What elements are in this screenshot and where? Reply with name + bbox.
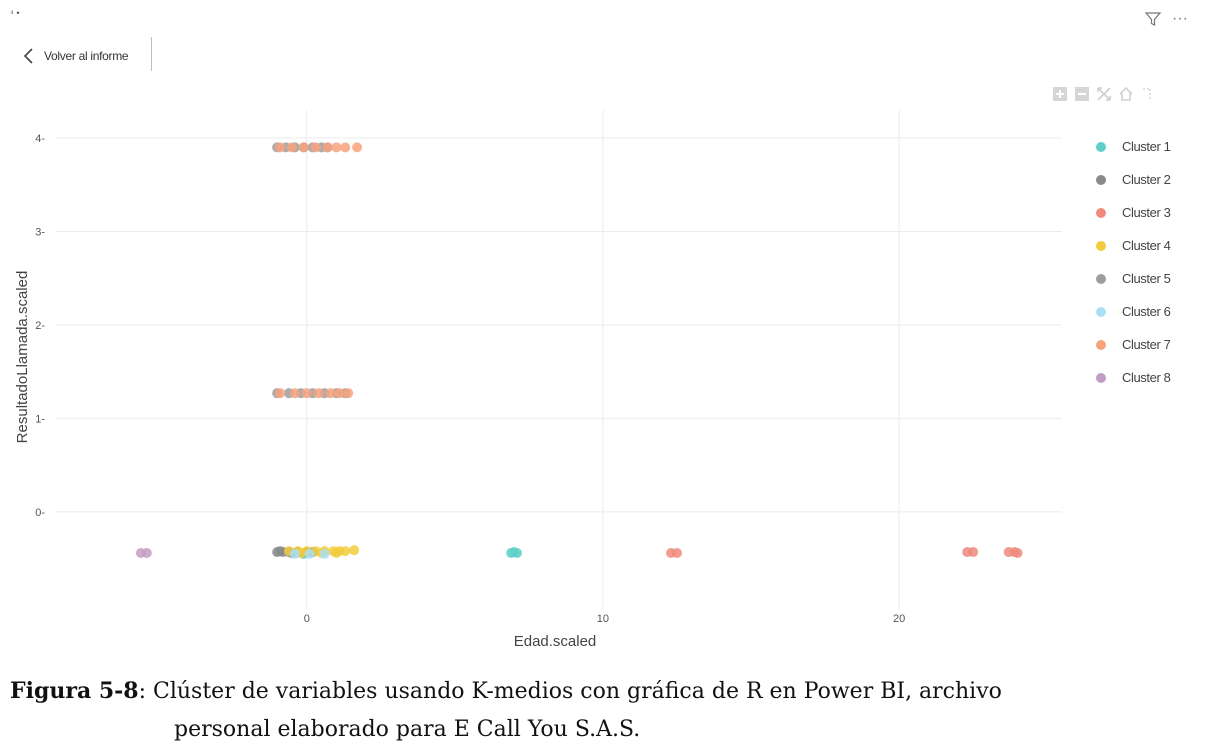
- y-tick-label-2: 2-: [35, 320, 45, 332]
- legend-swatch: [1096, 372, 1106, 383]
- series-cluster-5: [272, 142, 351, 399]
- point-cluster-6-1[interactable]: [304, 548, 315, 559]
- point-cluster-4-8[interactable]: [349, 545, 360, 556]
- gridlines: [55, 110, 1062, 610]
- legend-item-cluster-4[interactable]: Cluster 4: [1096, 229, 1171, 262]
- y-tick-label-1: 1-: [35, 413, 45, 425]
- legend-label: Cluster 3: [1122, 205, 1171, 220]
- zoom-out-icon[interactable]: [1074, 86, 1090, 102]
- chart-legend: Cluster 1 Cluster 2 Cluster 3 Cluster 4 Clus…: [1096, 130, 1171, 394]
- legend-item-cluster-5[interactable]: Cluster 5: [1096, 262, 1171, 295]
- point-cluster-7-4[interactable]: [322, 142, 333, 153]
- point-cluster-7-6[interactable]: [340, 142, 351, 153]
- point-cluster-6-0[interactable]: [289, 548, 300, 559]
- point-cluster-7-7[interactable]: [352, 142, 363, 153]
- point-cluster-2-6[interactable]: [275, 546, 286, 557]
- y-tick-label-4: 4-: [35, 133, 45, 145]
- y-tick-label-0: 0-: [35, 507, 45, 519]
- point-cluster-7-3[interactable]: [310, 142, 321, 153]
- home-icon[interactable]: [1118, 86, 1134, 102]
- legend-label: Cluster 8: [1122, 370, 1171, 385]
- caption-label: Figura 5-8: [10, 678, 139, 704]
- top-left-mark: ⁴ •: [10, 8, 20, 18]
- legend-swatch: [1096, 306, 1106, 317]
- legend-item-cluster-6[interactable]: Cluster 6: [1096, 295, 1171, 328]
- zoom-in-icon[interactable]: [1052, 86, 1068, 102]
- legend-item-cluster-7[interactable]: Cluster 7: [1096, 328, 1171, 361]
- point-cluster-7-14[interactable]: [343, 388, 354, 399]
- point-cluster-4-11[interactable]: [331, 547, 342, 558]
- y-tick-label-3: 3-: [35, 226, 45, 238]
- point-cluster-6-2[interactable]: [319, 548, 330, 559]
- legend-item-cluster-8[interactable]: Cluster 8: [1096, 361, 1171, 394]
- more-options-icon[interactable]: ···: [1172, 10, 1188, 27]
- x-axis-label: Edad.scaled: [514, 633, 597, 650]
- legend-swatch: [1096, 207, 1106, 218]
- legend-label: Cluster 1: [1122, 139, 1171, 154]
- caption-line-1: : Clúster de variables usando K-medios c…: [138, 679, 1002, 704]
- point-cluster-3-1[interactable]: [671, 547, 682, 558]
- legend-item-cluster-3[interactable]: Cluster 3: [1096, 196, 1171, 229]
- data-points: [135, 142, 1023, 559]
- legend-swatch: [1096, 174, 1106, 185]
- y-axis-label: ResultadoLlamada.scaled: [14, 271, 31, 444]
- chevron-left-icon: [23, 48, 33, 64]
- series-cluster-3: [666, 547, 1023, 558]
- point-cluster-7-13[interactable]: [334, 388, 345, 399]
- point-cluster-7-8[interactable]: [275, 388, 286, 399]
- series-cluster-7: [275, 142, 363, 399]
- axis-ticks: 0- 1- 2- 3- 4- 0 10 20: [35, 133, 905, 625]
- point-cluster-7-10[interactable]: [301, 388, 312, 399]
- legend-label: Cluster 5: [1122, 271, 1171, 286]
- spike-lines-icon[interactable]: [1140, 86, 1156, 102]
- legend-swatch: [1096, 339, 1106, 350]
- plot-modebar: [1052, 86, 1156, 102]
- legend-label: Cluster 2: [1122, 172, 1171, 187]
- visual-header-actions: ···: [1144, 10, 1188, 28]
- legend-item-cluster-1[interactable]: Cluster 1: [1096, 130, 1171, 163]
- legend-swatch: [1096, 240, 1106, 251]
- point-cluster-8-1[interactable]: [141, 547, 152, 558]
- series-cluster-6: [289, 548, 330, 559]
- point-cluster-7-2[interactable]: [298, 142, 309, 153]
- point-cluster-7-11[interactable]: [313, 388, 324, 399]
- point-cluster-7-5[interactable]: [331, 142, 342, 153]
- header-divider: [151, 37, 152, 71]
- legend-item-cluster-2[interactable]: Cluster 2: [1096, 163, 1171, 196]
- autoscale-icon[interactable]: [1096, 86, 1112, 102]
- point-cluster-1-2[interactable]: [509, 547, 520, 558]
- point-cluster-7-9[interactable]: [289, 388, 300, 399]
- series-cluster-8: [135, 547, 152, 558]
- x-tick-label-1: 10: [597, 613, 609, 625]
- filter-icon[interactable]: [1144, 10, 1162, 28]
- point-cluster-7-1[interactable]: [286, 142, 297, 153]
- scatter-chart: 0- 1- 2- 3- 4- 0 10 20 Edad.scaled ResultadoLla…: [14, 110, 1062, 650]
- x-tick-label-2: 20: [893, 613, 905, 625]
- legend-label: Cluster 4: [1122, 238, 1171, 253]
- legend-swatch: [1096, 273, 1106, 284]
- point-cluster-7-12[interactable]: [325, 388, 336, 399]
- figure-caption: Figura 5-8: Clúster de variables usando …: [10, 672, 1200, 749]
- point-cluster-3-3[interactable]: [968, 547, 979, 558]
- back-to-report-button[interactable]: Volver al informe: [22, 42, 129, 70]
- caption-line-2: personal elaborado para E Call You S.A.S…: [174, 717, 641, 742]
- point-cluster-7-0[interactable]: [275, 142, 286, 153]
- point-cluster-4-7[interactable]: [340, 546, 351, 557]
- back-to-report-label: Volver al informe: [44, 49, 129, 63]
- legend-label: Cluster 7: [1122, 337, 1171, 352]
- legend-label: Cluster 6: [1122, 304, 1171, 319]
- legend-swatch: [1096, 141, 1106, 152]
- x-tick-label-0: 0: [304, 613, 310, 625]
- point-cluster-3-6[interactable]: [1012, 547, 1023, 558]
